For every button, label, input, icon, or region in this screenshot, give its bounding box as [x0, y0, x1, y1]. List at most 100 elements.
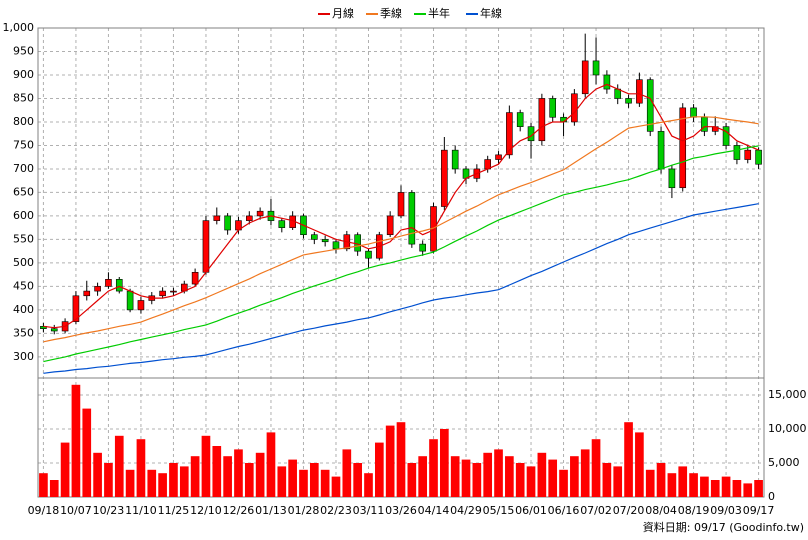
candle-body — [516, 112, 524, 127]
volume-bar — [49, 480, 59, 497]
candle-body — [170, 290, 177, 293]
volume-bar — [277, 466, 287, 497]
volume-bar — [407, 463, 417, 497]
volume-bar — [342, 449, 352, 497]
ma-line — [43, 83, 759, 329]
x-tick-label: 08/19 — [678, 504, 710, 517]
x-tick-label: 12/26 — [223, 504, 255, 517]
candle-body — [115, 279, 123, 292]
y2-tick-label: 10,000 — [768, 422, 807, 435]
y-tick-label: 350 — [13, 326, 34, 339]
candle-body — [744, 149, 752, 160]
legend-label: 季線 — [380, 6, 402, 20]
candle-body — [278, 220, 286, 228]
candle-body — [332, 241, 340, 250]
y-tick-label: 950 — [13, 44, 34, 57]
volume-bar — [179, 466, 189, 497]
volume-bar — [613, 466, 623, 497]
volume-bar — [331, 476, 341, 497]
candle-body — [213, 215, 221, 221]
volume-bar — [645, 469, 655, 497]
y-tick-label: 1,000 — [3, 21, 35, 34]
volume-bar — [82, 408, 92, 497]
volume-bar — [721, 476, 731, 497]
volume-bar — [93, 452, 102, 497]
volume-bar — [548, 459, 558, 497]
x-tick-label: 09/18 — [28, 504, 60, 517]
volume-bar — [602, 463, 612, 497]
volume-bar — [505, 456, 514, 497]
candle-body — [72, 295, 80, 322]
candle-body — [354, 234, 361, 252]
x-tick-label: 02/23 — [320, 504, 352, 517]
volume-bar — [624, 422, 633, 497]
candle-body — [451, 149, 459, 170]
volume-bar — [440, 429, 449, 497]
candle-body — [50, 328, 58, 332]
candle-body — [191, 271, 199, 285]
x-tick-label: 03/26 — [385, 504, 417, 517]
ma-line — [43, 145, 759, 363]
candle-body — [657, 131, 665, 170]
candle-body — [321, 239, 329, 243]
candle-body — [386, 215, 394, 236]
volume-bar — [429, 439, 438, 497]
candle-body — [311, 234, 318, 240]
candle-body — [538, 98, 546, 142]
y-tick-label: 400 — [13, 303, 34, 316]
candle-body — [549, 98, 557, 118]
candle-body — [679, 107, 687, 189]
candle-body — [625, 98, 632, 104]
x-tick-label: 07/20 — [613, 504, 645, 517]
candle-body — [722, 126, 730, 146]
candle-body — [603, 74, 611, 90]
volume-bar — [212, 446, 222, 497]
candle-body — [646, 79, 654, 132]
x-tick-label: 11/25 — [158, 504, 190, 517]
x-tick-label: 10/07 — [60, 504, 92, 517]
x-tick-label: 07/02 — [580, 504, 612, 517]
x-tick-label: 01/13 — [255, 504, 287, 517]
y-tick-label: 550 — [13, 232, 34, 245]
volume-bar — [309, 463, 319, 497]
volume-bar — [364, 473, 373, 497]
volume-bar — [234, 449, 243, 497]
volume-bar — [125, 469, 135, 497]
volume-bar — [678, 466, 688, 497]
volume-bar — [450, 456, 460, 497]
volume-bar — [201, 435, 211, 497]
x-tick-label: 03/11 — [353, 504, 385, 517]
y-tick-label: 300 — [13, 350, 34, 363]
volume-bar — [114, 435, 124, 497]
x-tick-label: 11/10 — [125, 504, 157, 517]
volume-bar — [472, 463, 482, 497]
legend-label: 半年 — [428, 6, 450, 20]
volume-bar — [570, 456, 579, 497]
y-tick-label: 600 — [13, 209, 34, 222]
x-tick-label: 09/03 — [710, 504, 742, 517]
volume-bar — [299, 469, 308, 497]
volume-bar — [39, 473, 48, 497]
volume-bar — [374, 442, 384, 497]
ma-line — [43, 116, 759, 343]
footer: 資料日期: 09/17 (Goodinfo.tw) — [643, 520, 804, 534]
y-tick-label: 900 — [13, 68, 34, 81]
volume-bar — [483, 452, 493, 497]
x-tick-label: 08/04 — [645, 504, 677, 517]
volume-bar — [104, 463, 113, 497]
x-tick-label: 06/01 — [515, 504, 547, 517]
volume-bar — [515, 463, 525, 497]
candle-body — [224, 215, 231, 231]
volume-bar — [743, 483, 753, 497]
candle-body — [733, 145, 741, 160]
candle-body — [94, 286, 101, 292]
x-tick-label: 06/16 — [548, 504, 580, 517]
candle-body — [137, 300, 145, 311]
x-tick-label: 04/29 — [450, 504, 482, 517]
legend-label: 月線 — [332, 6, 354, 20]
candle-body — [495, 154, 502, 160]
candle-body — [592, 60, 600, 76]
candle-body — [105, 279, 112, 287]
candle-body — [690, 107, 697, 118]
volume-bar — [526, 466, 536, 497]
